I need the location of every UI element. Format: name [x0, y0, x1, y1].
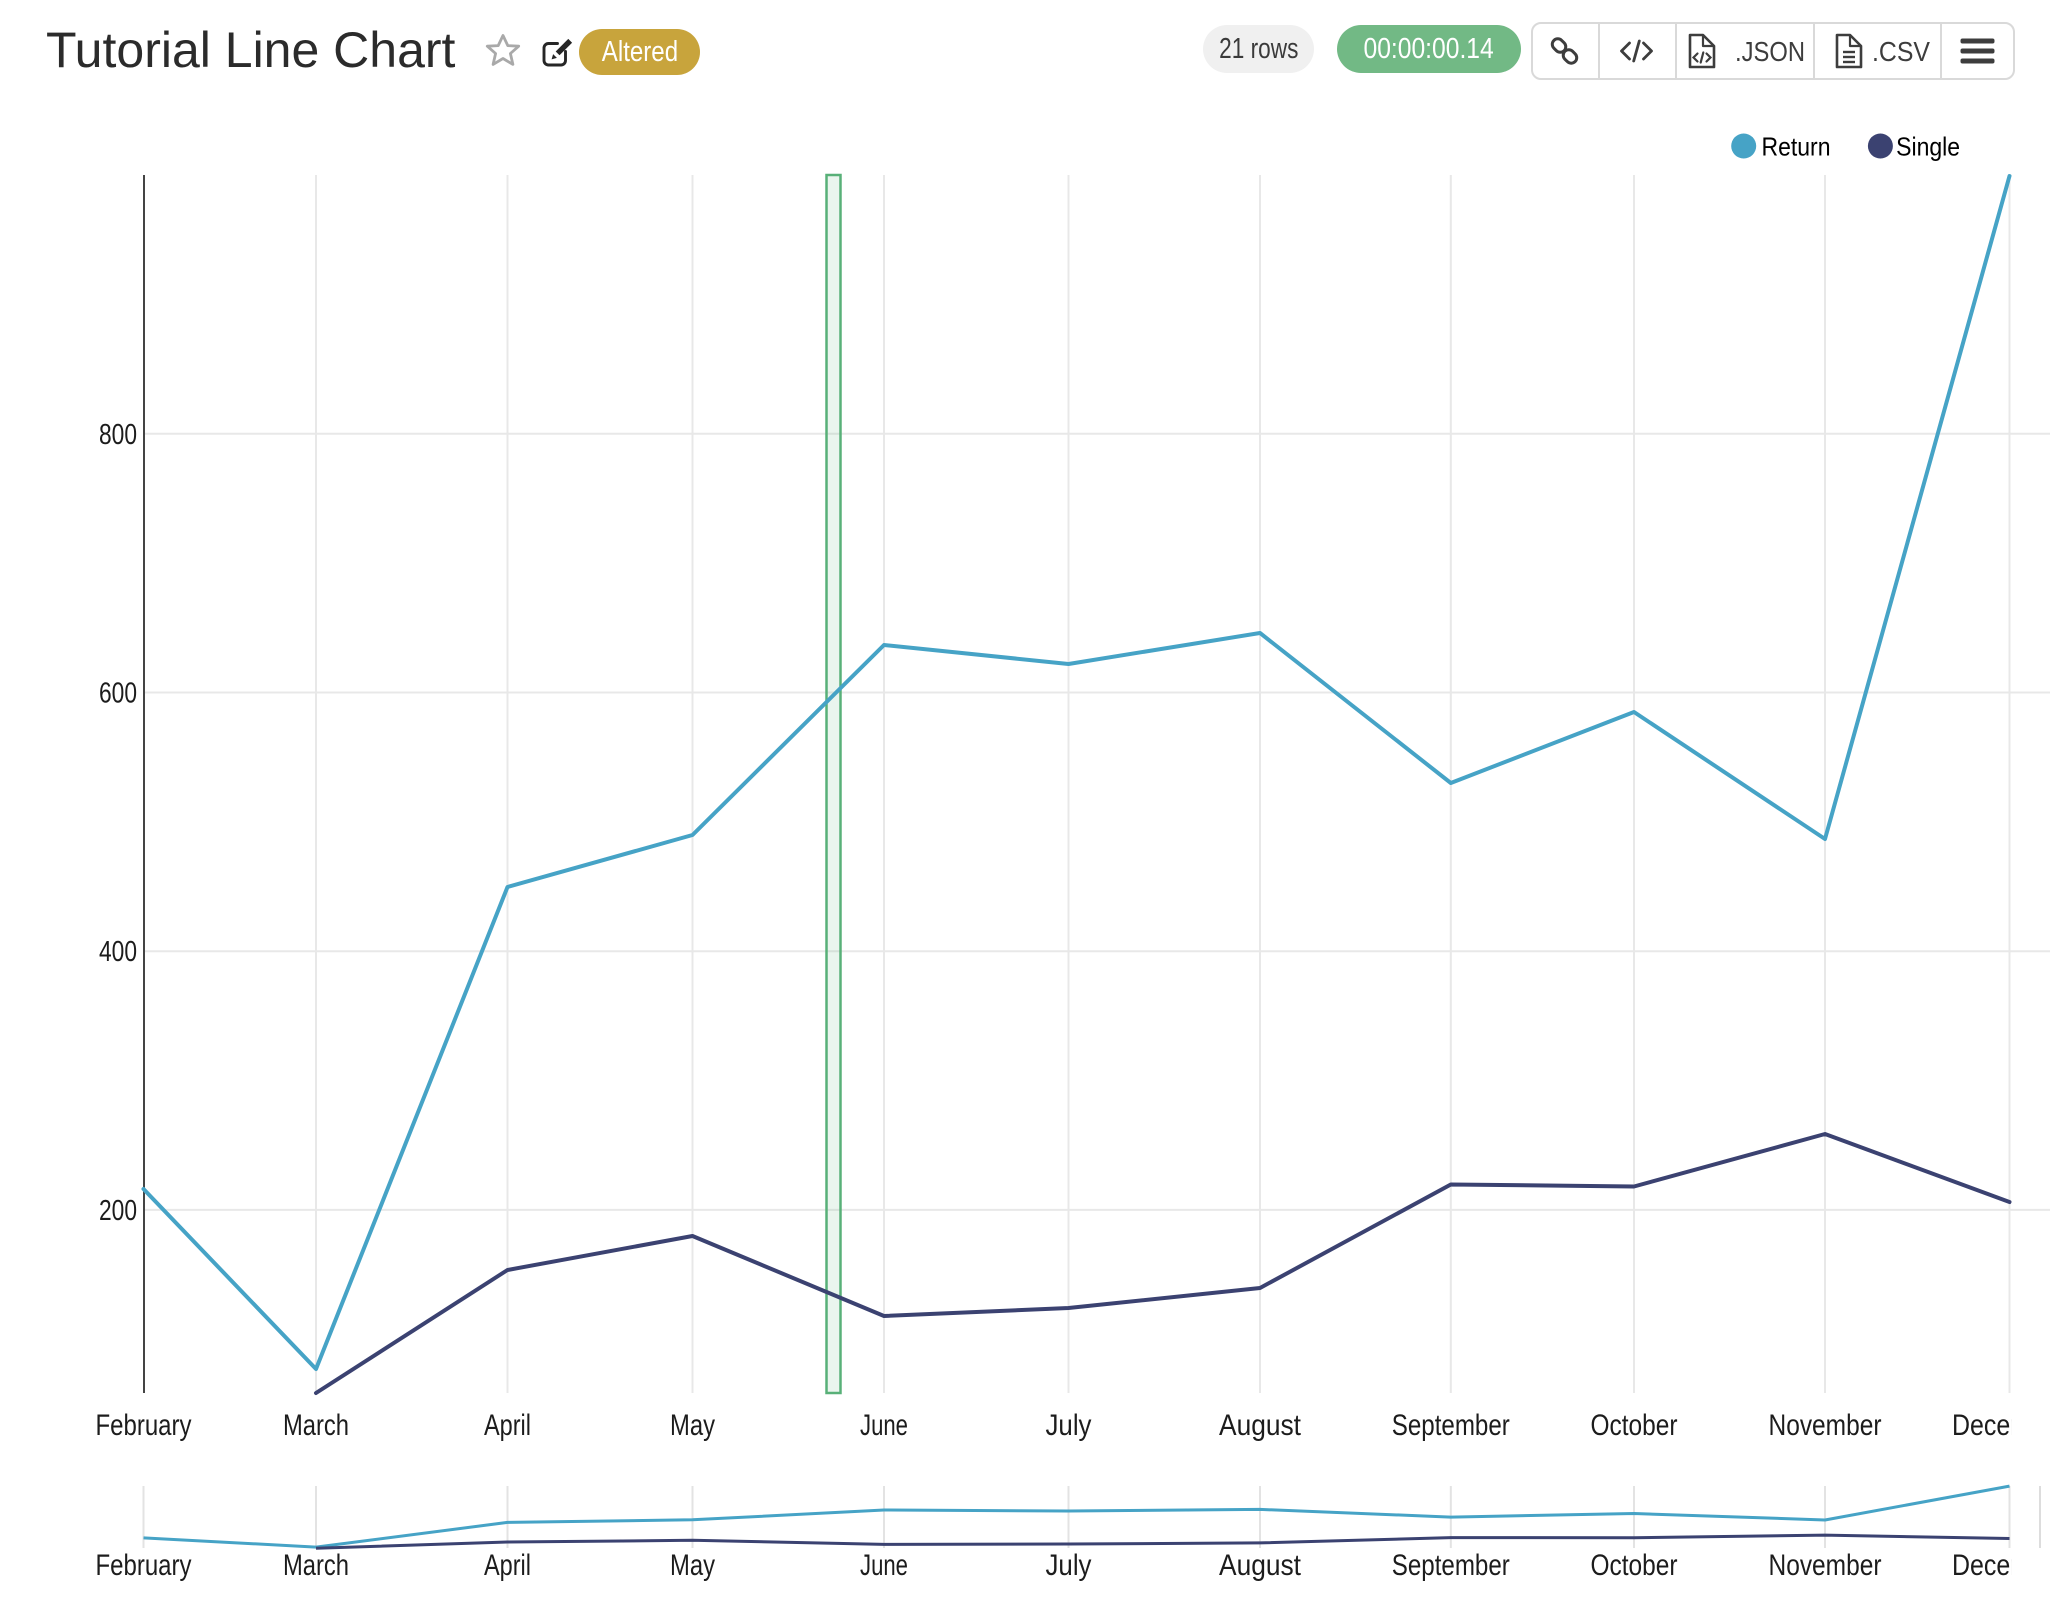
svg-text:.JSON: .JSON	[1735, 36, 1805, 67]
svg-text:August: August	[1219, 1409, 1302, 1442]
svg-text:September: September	[1392, 1409, 1510, 1442]
svg-text:March: March	[283, 1549, 349, 1582]
svg-text:June: June	[860, 1549, 908, 1582]
svg-text:April: April	[484, 1549, 531, 1582]
svg-text:Return: Return	[1762, 132, 1831, 162]
svg-text:June: June	[860, 1409, 908, 1442]
svg-text:November: November	[1769, 1549, 1882, 1582]
svg-text:.CSV: .CSV	[1872, 36, 1930, 67]
svg-text:May: May	[670, 1409, 715, 1442]
svg-text:July: July	[1046, 1549, 1092, 1582]
svg-text:400: 400	[99, 936, 137, 968]
svg-text:July: July	[1046, 1409, 1092, 1442]
svg-text:March: March	[283, 1409, 349, 1442]
svg-text:October: October	[1591, 1549, 1678, 1582]
svg-text:Single: Single	[1896, 132, 1960, 162]
svg-text:October: October	[1591, 1409, 1678, 1442]
svg-text:September: September	[1392, 1549, 1510, 1582]
svg-text:800: 800	[99, 419, 137, 451]
svg-text:August: August	[1219, 1549, 1302, 1582]
svg-text:May: May	[670, 1549, 715, 1582]
svg-text:February: February	[96, 1549, 192, 1582]
svg-text:December: December	[1952, 1549, 2050, 1582]
svg-text:April: April	[484, 1409, 531, 1442]
svg-text:200: 200	[99, 1195, 137, 1227]
svg-text:600: 600	[99, 678, 137, 710]
svg-text:November: November	[1769, 1409, 1882, 1442]
svg-text:February: February	[96, 1409, 192, 1442]
svg-text:December: December	[1952, 1409, 2050, 1442]
